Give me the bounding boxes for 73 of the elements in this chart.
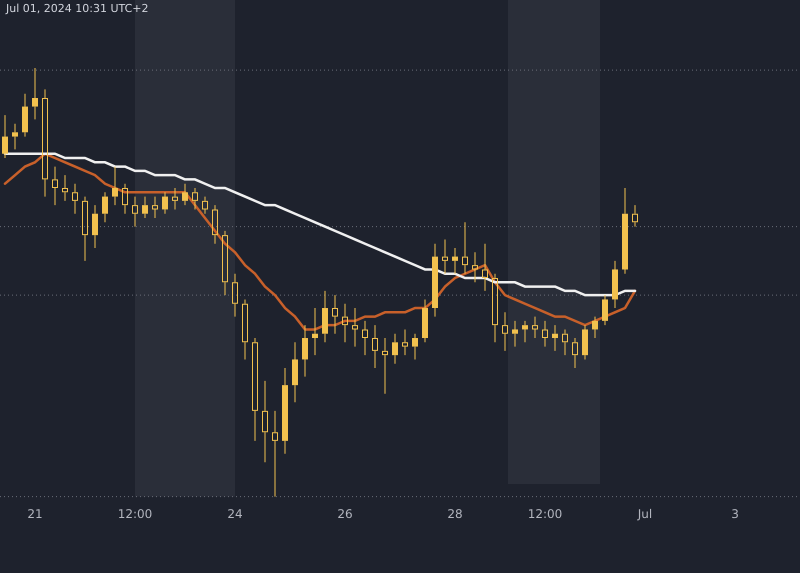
candlestick [542, 320, 548, 348]
x-tick-label: 3 [731, 506, 739, 521]
candlestick [452, 248, 458, 274]
candlestick [232, 273, 238, 318]
candlestick [412, 333, 418, 360]
candlestick [552, 324, 558, 352]
candlestick [632, 204, 638, 228]
candlestick [342, 303, 348, 343]
candlestick [332, 294, 338, 334]
candlestick [212, 204, 218, 244]
candlestick [92, 204, 98, 249]
candlestick [72, 183, 78, 214]
candlestick [122, 183, 128, 214]
candlestick [512, 320, 518, 348]
candlestick [582, 324, 588, 360]
candlestick [352, 308, 358, 348]
candlestick [202, 196, 208, 214]
candlestick [252, 338, 258, 442]
candlestick [162, 192, 168, 214]
candlestick [242, 298, 248, 360]
candlestick [292, 342, 298, 403]
candlestick [482, 243, 488, 292]
x-tick-label: 28 [447, 506, 463, 521]
x-tick-label: 24 [227, 506, 243, 521]
candlestick [32, 68, 38, 120]
x-tick-label: 12:00 [528, 506, 562, 521]
candlestick [592, 316, 598, 339]
candlestick [472, 252, 478, 283]
candlestick [492, 273, 498, 343]
candlestick [82, 196, 88, 262]
text: Jul 01, 2024 10:31 UTC+2 [6, 2, 148, 15]
candlestick [532, 316, 538, 339]
candlestick [322, 290, 328, 343]
x-tick-label: 26 [337, 506, 353, 521]
candlestick [442, 238, 448, 274]
candlestick [372, 324, 378, 369]
x-tick-label: Jul [636, 506, 652, 521]
candlestick [562, 328, 568, 356]
candlestick [112, 166, 118, 206]
candlestick [462, 222, 468, 274]
candlestick [262, 380, 268, 463]
candlestick [152, 196, 158, 219]
candlestick [172, 188, 178, 210]
candlestick [192, 188, 198, 210]
candlestick [432, 243, 438, 318]
candlestick [182, 183, 188, 206]
candlestick [522, 320, 528, 343]
candlestick [502, 312, 508, 352]
candlestick [622, 188, 628, 274]
candlestick [282, 368, 288, 454]
candlestick [402, 328, 408, 356]
candlestick [132, 196, 138, 228]
candlestick [272, 410, 278, 498]
candlestick [602, 294, 608, 326]
x-tick-label: 12:00 [118, 506, 152, 521]
candlestick [102, 192, 108, 223]
candlestick [42, 88, 48, 198]
candlestick [142, 196, 148, 219]
candlestick [312, 308, 318, 356]
candlestick [302, 324, 308, 378]
x-tick-label: 21 [27, 506, 43, 521]
candlestick [382, 338, 388, 394]
candlestick [222, 230, 228, 296]
candlestick [2, 114, 8, 159]
candlestick [22, 93, 28, 138]
candlestick [52, 166, 58, 206]
candlestick [12, 123, 18, 150]
candlestick [362, 320, 368, 356]
candlestick [62, 174, 68, 202]
candlestick [392, 333, 398, 364]
candlestick [572, 338, 578, 369]
candlestick [612, 260, 618, 309]
candlestick [422, 298, 428, 343]
